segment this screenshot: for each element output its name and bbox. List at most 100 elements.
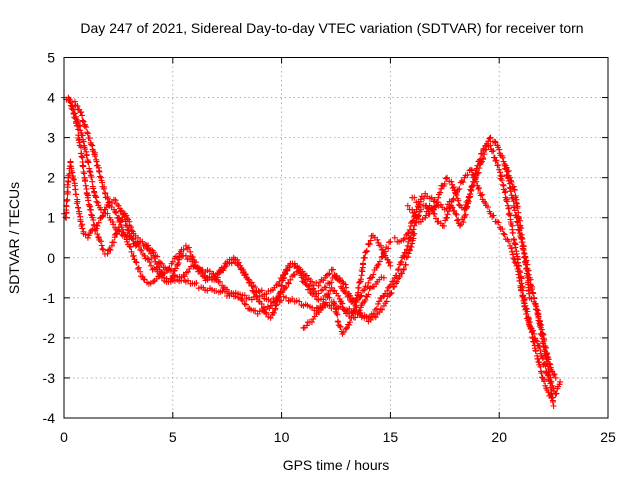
data-point bbox=[172, 265, 179, 272]
data-point bbox=[119, 217, 126, 223]
data-point bbox=[169, 258, 176, 265]
data-point bbox=[485, 138, 492, 145]
data-point bbox=[75, 205, 82, 211]
data-point bbox=[296, 298, 303, 305]
data-point bbox=[159, 270, 166, 277]
data-point bbox=[476, 165, 483, 172]
data-point bbox=[495, 162, 501, 168]
data-point bbox=[511, 240, 518, 246]
data-point bbox=[362, 297, 369, 304]
data-point bbox=[552, 374, 559, 381]
data-point bbox=[510, 255, 517, 262]
data-point bbox=[453, 211, 460, 218]
data-point bbox=[548, 395, 555, 401]
data-point bbox=[474, 170, 481, 177]
data-point bbox=[85, 159, 92, 166]
data-point bbox=[373, 305, 380, 312]
data-point bbox=[146, 247, 153, 254]
data-point bbox=[283, 294, 289, 301]
data-point bbox=[443, 205, 450, 212]
data-point bbox=[512, 244, 519, 251]
data-point bbox=[127, 244, 134, 250]
data-point bbox=[484, 140, 490, 147]
data-point bbox=[132, 258, 139, 265]
data-point bbox=[484, 204, 491, 211]
data-point bbox=[83, 124, 90, 131]
data-point bbox=[359, 312, 366, 319]
data-point bbox=[109, 200, 115, 206]
data-point bbox=[402, 249, 409, 256]
data-point bbox=[513, 199, 520, 206]
data-point bbox=[501, 231, 508, 238]
data-point bbox=[308, 319, 315, 326]
data-point bbox=[101, 184, 108, 190]
data-point bbox=[78, 153, 85, 160]
data-point bbox=[309, 278, 316, 285]
data-point bbox=[380, 302, 387, 309]
data-point bbox=[494, 218, 500, 225]
data-point bbox=[358, 272, 365, 279]
axis-ticks bbox=[63, 57, 609, 419]
data-point bbox=[302, 280, 309, 287]
data-point bbox=[185, 268, 191, 275]
data-point bbox=[369, 274, 376, 281]
data-point bbox=[395, 266, 401, 273]
data-point bbox=[533, 303, 540, 310]
data-point bbox=[437, 201, 444, 208]
data-point bbox=[306, 286, 313, 293]
x-tick-label: 25 bbox=[600, 429, 616, 445]
data-point bbox=[490, 147, 497, 154]
data-point bbox=[544, 353, 551, 360]
data-point bbox=[335, 276, 342, 283]
y-tick-label: -3 bbox=[43, 370, 56, 386]
data-point bbox=[507, 177, 514, 184]
data-point bbox=[493, 157, 500, 164]
data-point bbox=[135, 234, 141, 241]
data-point bbox=[70, 176, 77, 183]
data-point bbox=[462, 211, 469, 218]
data-point bbox=[532, 348, 539, 355]
data-point bbox=[540, 354, 546, 361]
data-point bbox=[96, 173, 103, 180]
data-point bbox=[85, 197, 92, 204]
data-point bbox=[379, 246, 386, 253]
data-point bbox=[130, 252, 137, 259]
data-point bbox=[97, 238, 104, 245]
data-point bbox=[429, 207, 436, 214]
data-point bbox=[492, 157, 499, 164]
data-point bbox=[521, 303, 528, 310]
data-point bbox=[336, 277, 343, 284]
data-point bbox=[365, 279, 372, 286]
y-tick-label: -1 bbox=[43, 290, 56, 306]
data-point bbox=[223, 263, 230, 269]
data-point bbox=[273, 301, 280, 308]
data-point bbox=[323, 284, 329, 291]
data-point bbox=[355, 284, 362, 291]
data-point bbox=[69, 106, 76, 113]
data-point bbox=[278, 297, 285, 304]
data-point bbox=[495, 219, 502, 226]
data-point bbox=[546, 377, 553, 384]
data-point bbox=[506, 184, 513, 191]
data-point bbox=[258, 287, 265, 294]
data-point bbox=[133, 259, 140, 266]
data-point bbox=[496, 166, 503, 173]
data-point bbox=[280, 274, 287, 281]
x-axis-label: GPS time / hours bbox=[283, 457, 390, 473]
data-point bbox=[102, 206, 109, 213]
data-point bbox=[313, 304, 320, 311]
data-point bbox=[411, 194, 418, 201]
data-point bbox=[182, 252, 189, 259]
data-point bbox=[523, 265, 530, 272]
data-point bbox=[80, 169, 87, 175]
data-point bbox=[189, 253, 196, 260]
data-point bbox=[526, 290, 533, 297]
data-point bbox=[84, 130, 91, 137]
data-point bbox=[461, 213, 468, 220]
data-point bbox=[526, 321, 533, 328]
data-point bbox=[531, 338, 537, 345]
data-point bbox=[161, 274, 168, 281]
data-point bbox=[146, 259, 153, 266]
data-point bbox=[377, 242, 384, 249]
